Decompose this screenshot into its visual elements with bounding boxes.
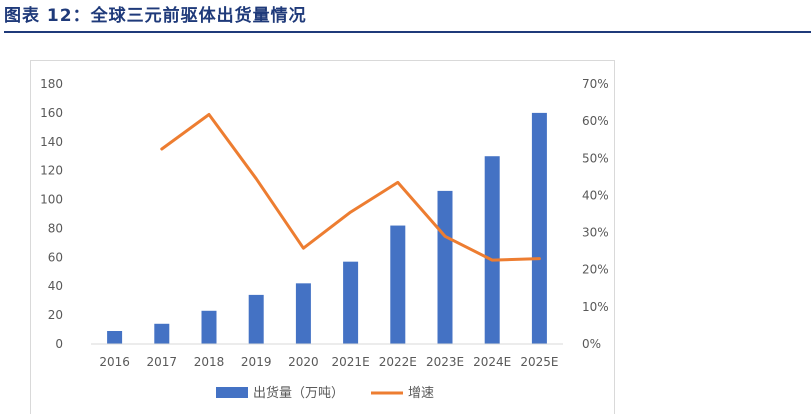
growth-line	[160, 113, 541, 262]
bar-2023E	[437, 190, 453, 344]
left-tick-label: 160	[40, 106, 63, 120]
bar-series	[107, 112, 547, 344]
right-tick-label: 30%	[582, 226, 609, 240]
bar-2022E	[390, 225, 406, 344]
left-tick-label: 60	[48, 250, 63, 264]
x-tick-label: 2022E	[379, 355, 417, 369]
legend: 出货量（万吨） 增速	[216, 385, 434, 401]
left-tick-label: 80	[48, 221, 63, 235]
right-axis-labels: 0% 10% 20% 30% 40% 50% 60% 70%	[582, 77, 609, 351]
x-tick-label: 2017	[147, 355, 178, 369]
right-tick-label: 0%	[582, 337, 601, 351]
left-tick-label: 120	[40, 164, 63, 178]
bar-2016	[107, 331, 123, 344]
x-axis-labels: 2016 2017 2018 2019 2020 2021E 2022E 2023E 2024E…	[99, 355, 558, 369]
right-tick-label: 70%	[582, 77, 609, 91]
title-rule	[4, 31, 811, 33]
line-series	[160, 113, 541, 262]
right-tick-label: 50%	[582, 151, 609, 165]
bar-2018	[201, 310, 217, 344]
bar-2021E	[343, 261, 359, 344]
left-tick-label: 140	[40, 135, 63, 149]
right-tick-label: 10%	[582, 300, 609, 314]
x-tick-label: 2018	[194, 355, 225, 369]
left-axis-labels: 0 20 40 60 80 100 120 140 160 180	[40, 77, 63, 351]
x-tick-label: 2021E	[332, 355, 370, 369]
combo-chart: 0 20 40 60 80 100 120 140 160 180 0% 10% 20% 30% 40% 5…	[40, 77, 609, 401]
bar-2019	[248, 294, 264, 344]
right-tick-label: 20%	[582, 263, 609, 277]
left-tick-label: 0	[55, 337, 63, 351]
bar-2025E	[531, 112, 547, 344]
bar-2024E	[484, 156, 500, 344]
left-tick-label: 100	[40, 193, 63, 207]
bar-2017	[154, 323, 170, 344]
legend-label-line: 增速	[408, 386, 434, 401]
left-tick-label: 40	[48, 279, 63, 293]
figure-title: 图表 12：全球三元前驱体出货量情况	[4, 6, 307, 26]
right-tick-label: 40%	[582, 188, 609, 202]
left-tick-label: 180	[40, 77, 63, 91]
right-tick-label: 60%	[582, 114, 609, 128]
x-tick-label: 2020	[288, 355, 319, 369]
x-tick-label: 2025E	[520, 355, 558, 369]
chart-frame: 0 20 40 60 80 100 120 140 160 180 0% 10% 20% 30% 40% 5…	[30, 60, 615, 414]
left-tick-label: 20	[48, 308, 63, 322]
bar-2020	[295, 283, 311, 344]
x-tick-label: 2016	[99, 355, 130, 369]
legend-label-bar: 出货量（万吨）	[253, 385, 344, 401]
x-tick-label: 2023E	[426, 355, 464, 369]
legend-swatch-bar	[216, 387, 248, 398]
x-tick-label: 2019	[241, 355, 272, 369]
x-tick-label: 2024E	[473, 355, 511, 369]
